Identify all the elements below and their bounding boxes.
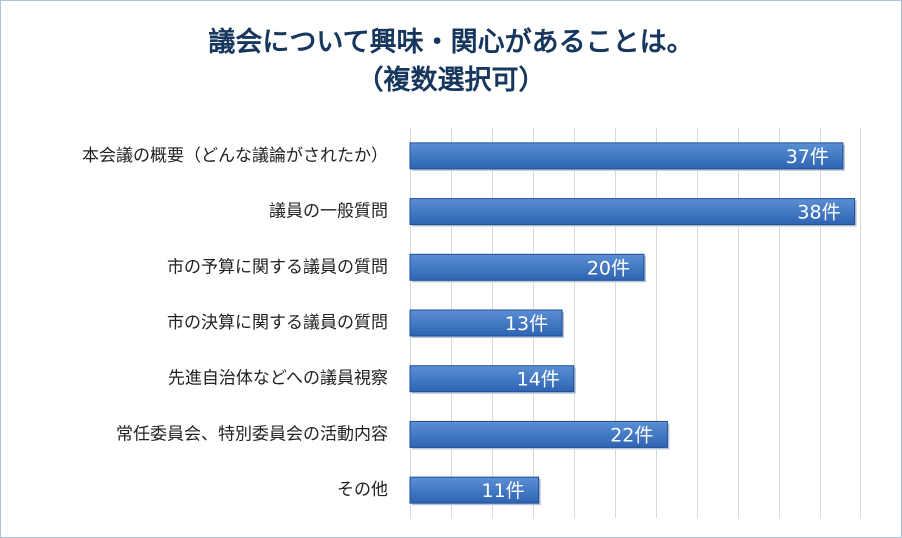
bars [409, 142, 857, 506]
category-label-6: その他 [337, 480, 388, 500]
bar-6 [409, 476, 540, 504]
bar-4 [409, 365, 575, 393]
category-label-5: 常任委員会、特別委員会の活動内容 [116, 424, 388, 444]
data-label-6: 11件 [482, 480, 525, 502]
bar-3 [409, 309, 563, 337]
category-label-1: 議員の一般質問 [269, 202, 388, 222]
data-labels: 37件 38件 20件 13件 14件 22件 11件 [482, 146, 841, 502]
chart-subtitle: （複数選択可） [356, 65, 546, 96]
data-label-5: 22件 [610, 424, 653, 446]
data-label-1: 38件 [797, 202, 840, 224]
bar-0 [409, 142, 844, 170]
bar-2 [409, 253, 645, 281]
data-label-0: 37件 [786, 146, 829, 168]
bar-1 [409, 198, 856, 226]
category-labels: 本会議の概要（どんな議論がされたか） 議員の一般質問市の予算に関する議員の質問市の… [82, 146, 388, 500]
data-label-4: 14件 [517, 369, 560, 391]
category-label-2: 市の予算に関する議員の質問 [167, 257, 388, 277]
category-label-4: 先進自治体などへの議員視察 [168, 369, 388, 389]
chart-title: 議会について興味・関心があることは。 [208, 27, 694, 58]
category-label-3: 市の決算に関する議員の質問 [167, 313, 388, 333]
bar-5 [409, 420, 668, 448]
data-label-3: 13件 [505, 313, 548, 335]
data-label-2: 20件 [587, 257, 630, 279]
category-label-0: 本会議の概要（どんな議論がされたか） [82, 146, 388, 166]
